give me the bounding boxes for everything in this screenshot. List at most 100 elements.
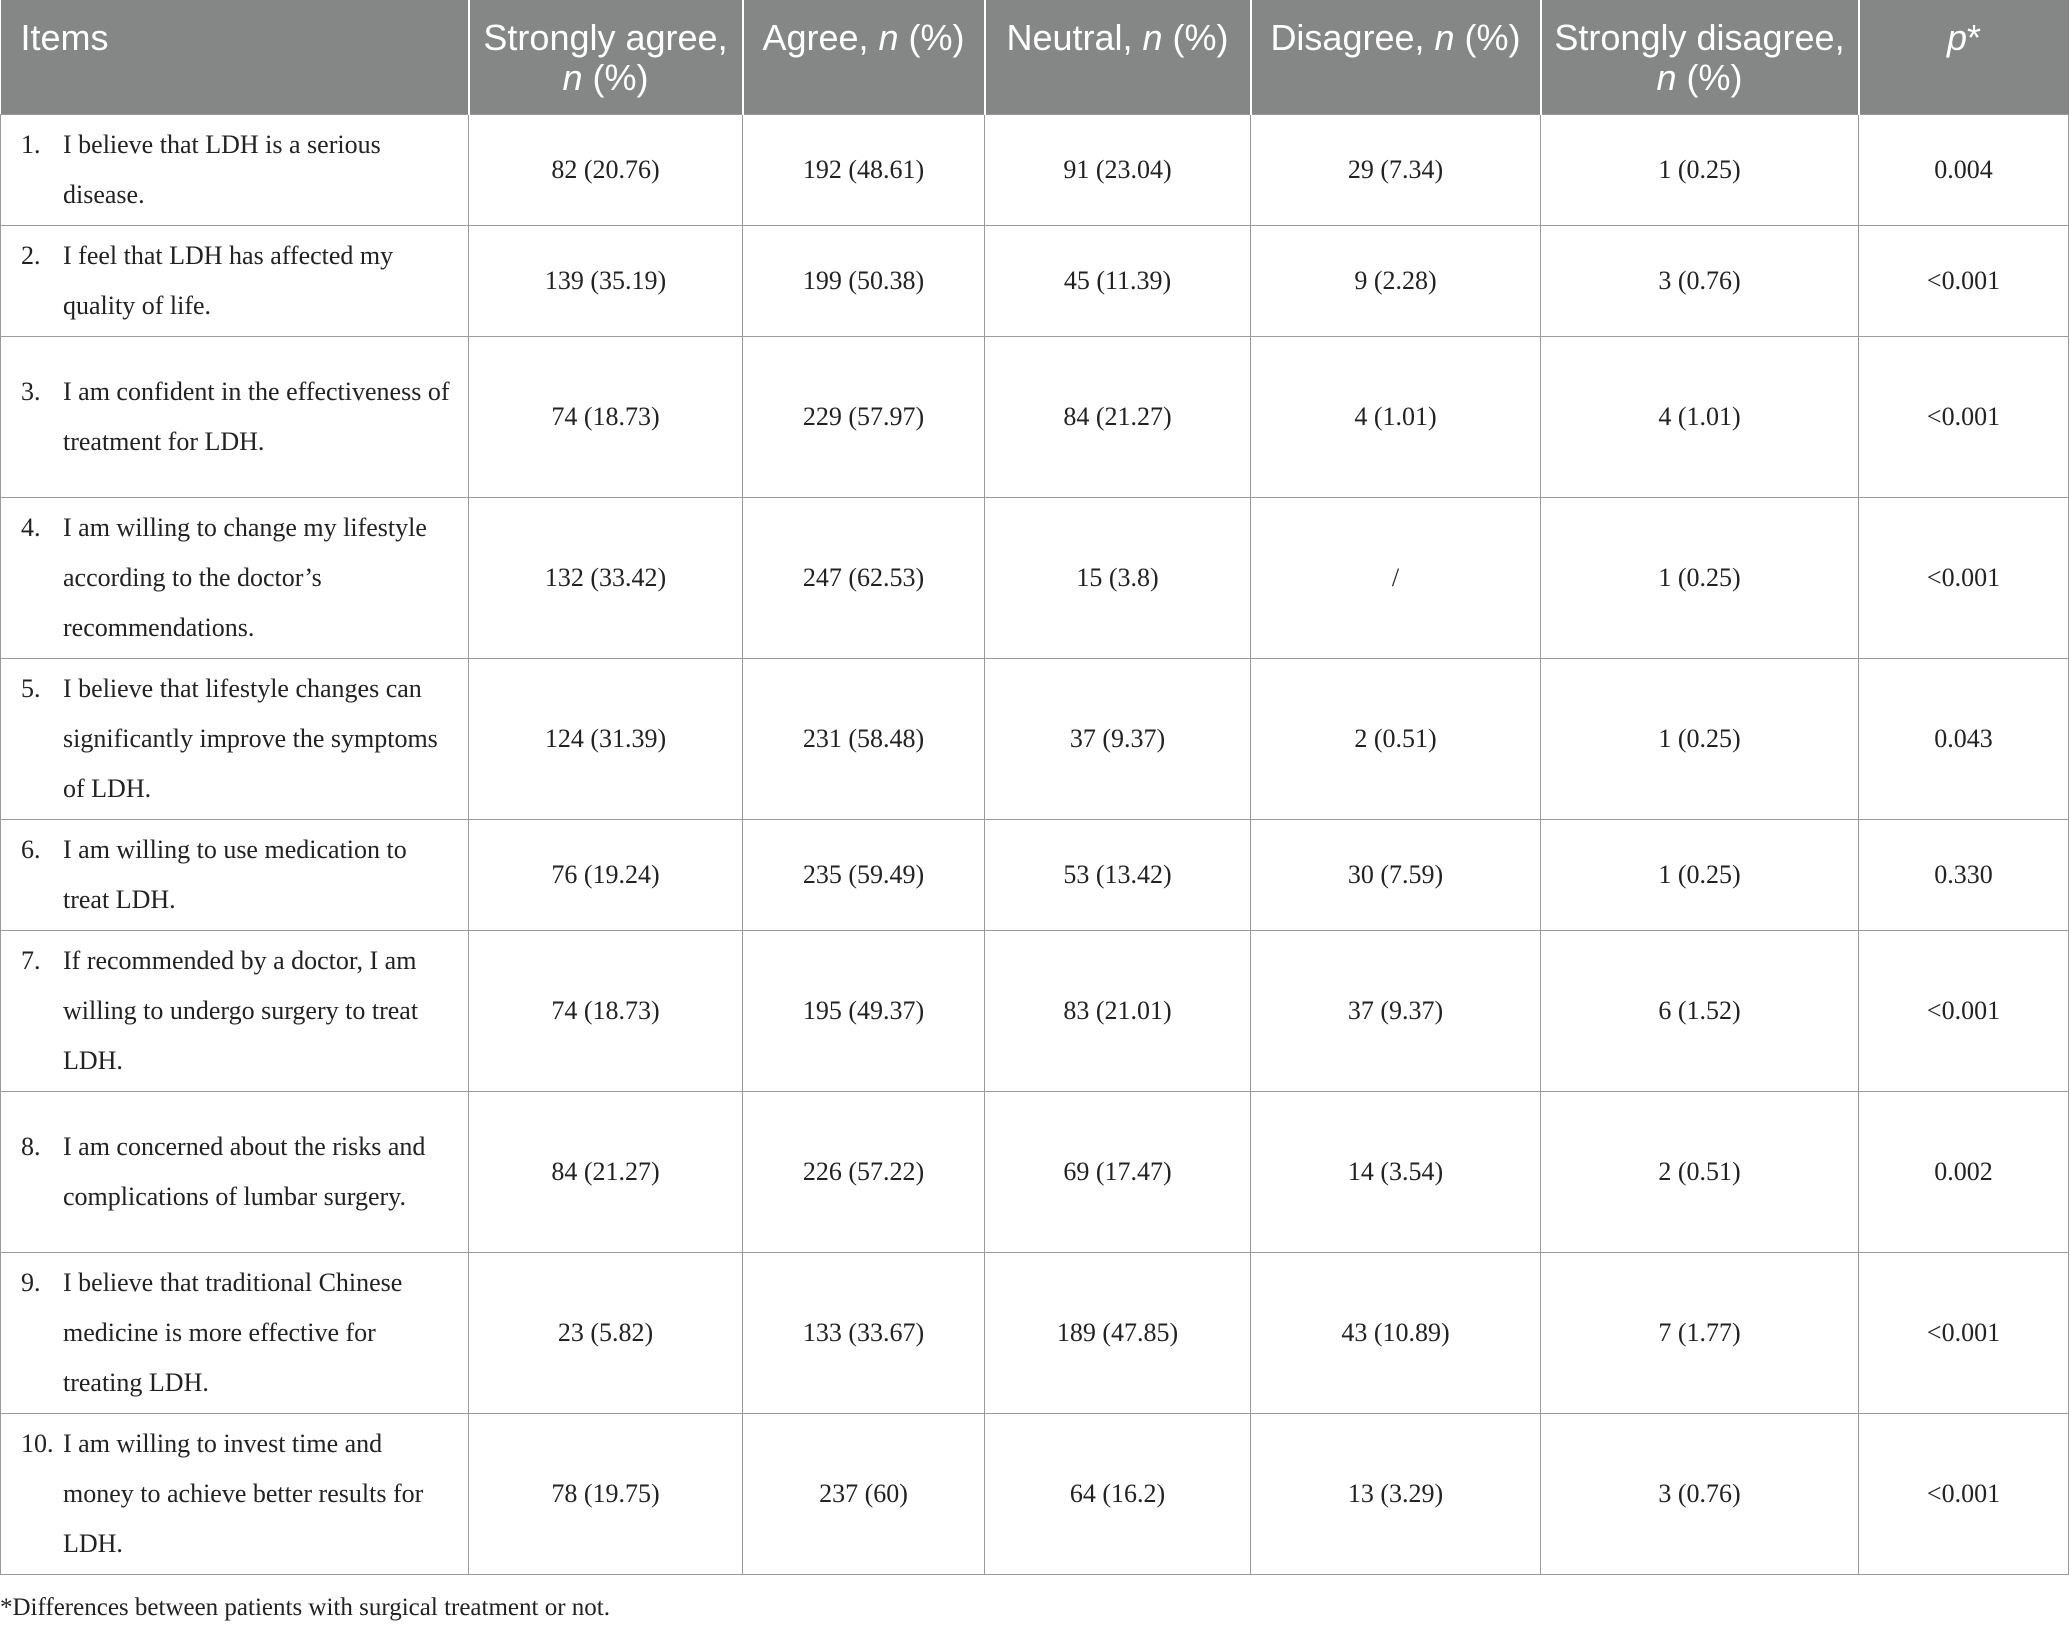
header-disagree: Disagree, n (%)	[1250, 0, 1542, 114]
disagree-cell: 9 (2.28)	[1250, 224, 1541, 337]
p-value-cell: 0.002	[1858, 1090, 2069, 1253]
agree-cell: 235 (59.49)	[742, 818, 985, 931]
agree-cell: 192 (48.61)	[742, 113, 985, 226]
table-header: Items Strongly agree, n (%) Agree, n (%)…	[0, 0, 2069, 114]
agree-cell: 133 (33.67)	[742, 1251, 985, 1414]
strongly-agree-cell: 84 (21.27)	[468, 1090, 743, 1253]
neutral-cell: 15 (3.8)	[984, 496, 1251, 659]
table-footnote: *Differences between patients with surgi…	[0, 1594, 610, 1621]
item-text: I am willing to change my lifestyle acco…	[63, 512, 427, 642]
p-value-cell: 0.004	[1858, 113, 2069, 226]
item-cell: 6. I am willing to use medication to trea…	[0, 818, 469, 931]
disagree-cell: 37 (9.37)	[1250, 929, 1541, 1092]
item-text: I feel that LDH has affected my quality …	[63, 240, 394, 320]
strongly-disagree-cell: 3 (0.76)	[1540, 224, 1859, 337]
agree-cell: 195 (49.37)	[742, 929, 985, 1092]
table-row: 9. I believe that traditional Chinese med…	[0, 1251, 2069, 1414]
table-row: 7. If recommended by a doctor, I am willi…	[0, 929, 2069, 1092]
item-wrap: 3. I am confident in the effectiveness of…	[21, 367, 456, 467]
item-number: 4.	[21, 512, 41, 542]
agree-cell: 199 (50.38)	[742, 224, 985, 337]
agree-cell: 237 (60)	[742, 1412, 985, 1575]
table-row: 2. I feel that LDH has affected my qualit…	[0, 224, 2069, 337]
table-body: 1. I believe that LDH is a serious diseas…	[0, 113, 2069, 1575]
item-text: I am willing to invest time and money to…	[63, 1428, 424, 1558]
p-value-cell: <0.001	[1858, 335, 2069, 498]
strongly-disagree-cell: 3 (0.76)	[1540, 1412, 1859, 1575]
item-cell: 1. I believe that LDH is a serious diseas…	[0, 113, 469, 226]
strongly-disagree-cell: 7 (1.77)	[1540, 1251, 1859, 1414]
header-neutral: Neutral, n (%)	[984, 0, 1252, 114]
table-row: 3. I am confident in the effectiveness of…	[0, 335, 2069, 498]
item-number: 5.	[21, 673, 41, 703]
item-cell: 2. I feel that LDH has affected my qualit…	[0, 224, 469, 337]
item-text: I believe that lifestyle changes can sig…	[63, 673, 438, 803]
p-value-cell: <0.001	[1858, 1251, 2069, 1414]
strongly-agree-cell: 23 (5.82)	[468, 1251, 743, 1414]
item-number: 10.	[21, 1428, 54, 1458]
p-value-cell: <0.001	[1858, 1412, 2069, 1575]
header-items: Items	[0, 0, 470, 114]
neutral-cell: 64 (16.2)	[984, 1412, 1251, 1575]
agree-cell: 231 (58.48)	[742, 657, 985, 820]
neutral-cell: 45 (11.39)	[984, 224, 1251, 337]
item-cell: 10. I am willing to invest time and money…	[0, 1412, 469, 1575]
disagree-cell: 4 (1.01)	[1250, 335, 1541, 498]
p-value-cell: <0.001	[1858, 224, 2069, 337]
item-cell: 4. I am willing to change my lifestyle ac…	[0, 496, 469, 659]
strongly-disagree-cell: 6 (1.52)	[1540, 929, 1859, 1092]
item-number: 9.	[21, 1267, 41, 1297]
strongly-disagree-cell: 1 (0.25)	[1540, 496, 1859, 659]
table-row: 8. I am concerned about the risks and com…	[0, 1090, 2069, 1253]
disagree-cell: 2 (0.51)	[1250, 657, 1541, 820]
strongly-agree-cell: 139 (35.19)	[468, 224, 743, 337]
p-value-cell: <0.001	[1858, 496, 2069, 659]
neutral-cell: 53 (13.42)	[984, 818, 1251, 931]
strongly-disagree-cell: 1 (0.25)	[1540, 818, 1859, 931]
item-text: I am concerned about the risks and compl…	[63, 1131, 426, 1211]
strongly-disagree-cell: 4 (1.01)	[1540, 335, 1859, 498]
strongly-agree-cell: 124 (31.39)	[468, 657, 743, 820]
header-strongly-disagree: Strongly disagree, n (%)	[1540, 0, 1860, 114]
header-row: Items Strongly agree, n (%) Agree, n (%)…	[0, 0, 2069, 114]
item-cell: 7. If recommended by a doctor, I am willi…	[0, 929, 469, 1092]
item-text: I believe that traditional Chinese medic…	[63, 1267, 403, 1397]
neutral-cell: 83 (21.01)	[984, 929, 1251, 1092]
disagree-cell: 43 (10.89)	[1250, 1251, 1541, 1414]
strongly-agree-cell: 82 (20.76)	[468, 113, 743, 226]
item-cell: 5. I believe that lifestyle changes can s…	[0, 657, 469, 820]
neutral-cell: 37 (9.37)	[984, 657, 1251, 820]
item-cell: 3. I am confident in the effectiveness of…	[0, 335, 469, 498]
item-text: I am confident in the effectiveness of t…	[63, 376, 450, 456]
table-row: 4. I am willing to change my lifestyle ac…	[0, 496, 2069, 659]
item-number: 7.	[21, 945, 41, 975]
item-number: 6.	[21, 834, 41, 864]
item-number: 3.	[21, 376, 41, 406]
p-value-cell: 0.043	[1858, 657, 2069, 820]
table-row: 6. I am willing to use medication to trea…	[0, 818, 2069, 931]
item-text: I believe that LDH is a serious disease.	[63, 129, 381, 209]
table-row: 1. I believe that LDH is a serious diseas…	[0, 113, 2069, 226]
disagree-cell: 13 (3.29)	[1250, 1412, 1541, 1575]
item-wrap: 7. If recommended by a doctor, I am willi…	[21, 936, 456, 1086]
item-wrap: 5. I believe that lifestyle changes can s…	[21, 664, 456, 814]
item-number: 2.	[21, 240, 41, 270]
disagree-cell: 30 (7.59)	[1250, 818, 1541, 931]
strongly-agree-cell: 132 (33.42)	[468, 496, 743, 659]
neutral-cell: 69 (17.47)	[984, 1090, 1251, 1253]
item-wrap: 8. I am concerned about the risks and com…	[21, 1122, 456, 1222]
agree-cell: 229 (57.97)	[742, 335, 985, 498]
strongly-disagree-cell: 2 (0.51)	[1540, 1090, 1859, 1253]
disagree-cell: 14 (3.54)	[1250, 1090, 1541, 1253]
table-row: 10. I am willing to invest time and money…	[0, 1412, 2069, 1575]
neutral-cell: 189 (47.85)	[984, 1251, 1251, 1414]
header-strongly-agree: Strongly agree, n (%)	[468, 0, 744, 114]
table-row: 5. I believe that lifestyle changes can s…	[0, 657, 2069, 820]
item-number: 8.	[21, 1131, 41, 1161]
item-number: 1.	[21, 129, 41, 159]
item-wrap: 9. I believe that traditional Chinese med…	[21, 1258, 456, 1408]
item-wrap: 2. I feel that LDH has affected my qualit…	[21, 231, 456, 331]
agree-cell: 247 (62.53)	[742, 496, 985, 659]
strongly-agree-cell: 74 (18.73)	[468, 335, 743, 498]
strongly-disagree-cell: 1 (0.25)	[1540, 657, 1859, 820]
